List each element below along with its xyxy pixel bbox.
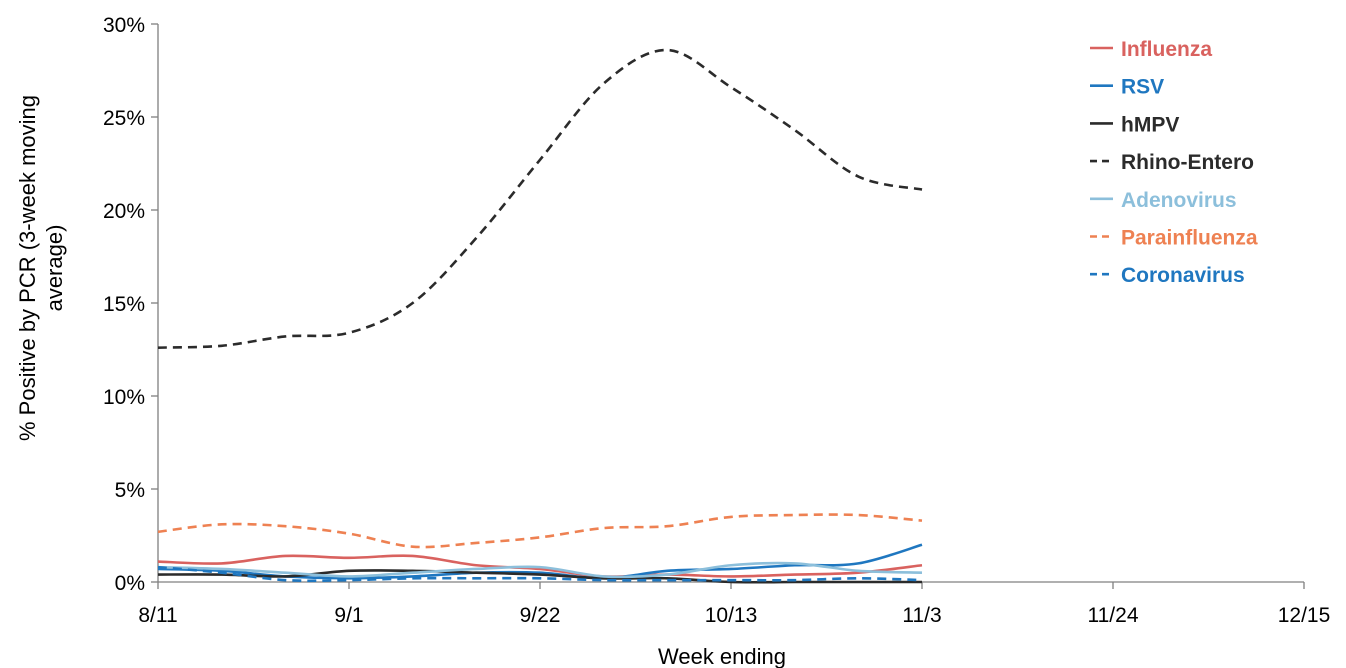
x-tick-label: 8/11 xyxy=(138,604,177,627)
x-tick-label: 11/24 xyxy=(1088,604,1139,627)
y-tick-label: 30% xyxy=(103,14,145,37)
chart-series xyxy=(157,48,923,584)
x-axis-ticks: 8/11 9/1 9/22 10/13 11/3 11/24 12/15 xyxy=(138,582,1330,627)
legend-label: RSV xyxy=(1121,76,1164,99)
series-line-influenza xyxy=(157,554,923,578)
legend-label: Coronavirus xyxy=(1121,264,1245,287)
legend-label: Rhino-Entero xyxy=(1121,151,1254,174)
x-tick-label: 11/3 xyxy=(902,604,941,627)
legend-item-influenza: Influenza xyxy=(1090,38,1212,61)
y-tick-label: 5% xyxy=(115,479,145,502)
y-axis-title-line2: average) xyxy=(42,225,67,312)
y-tick-label: 10% xyxy=(103,386,145,409)
y-axis-title: % Positive by PCR (3-week moving average… xyxy=(15,95,67,441)
x-tick-label: 9/22 xyxy=(520,604,561,627)
series-line-hmpv xyxy=(157,569,922,584)
legend-item-parainfluenza: Parainfluenza xyxy=(1090,227,1258,250)
series-line-rhino-entero xyxy=(157,48,923,349)
legend-label: Parainfluenza xyxy=(1121,227,1258,250)
series-line-parainfluenza xyxy=(157,513,923,549)
series-line-coronavirus xyxy=(157,565,923,583)
legend-item-coronavirus: Coronavirus xyxy=(1090,264,1245,287)
x-tick-label: 10/13 xyxy=(705,604,758,627)
y-axis-ticks: 0% 5% 10% 15% 20% 25% 30% xyxy=(103,14,158,595)
axes xyxy=(157,24,1304,583)
x-tick-label: 9/1 xyxy=(334,604,363,627)
legend-item-hmpv: hMPV xyxy=(1090,113,1179,136)
y-tick-label: 0% xyxy=(115,572,145,595)
y-axis-title-line1: % Positive by PCR (3-week moving xyxy=(15,95,40,441)
series-line-adenovirus xyxy=(157,561,923,579)
x-tick-label: 12/15 xyxy=(1278,604,1331,627)
y-tick-label: 15% xyxy=(103,293,145,316)
legend-label: Adenovirus xyxy=(1121,189,1237,212)
legend-item-rhino-entero: Rhino-Entero xyxy=(1090,151,1254,174)
chart-legend: Influenza RSV hMPV Rhino-Entero Adenovirus Pa… xyxy=(1090,38,1258,287)
legend-label: Influenza xyxy=(1121,38,1212,61)
legend-item-rsv: RSV xyxy=(1090,76,1164,99)
x-axis-title: Week ending xyxy=(658,644,786,668)
y-tick-label: 20% xyxy=(103,200,145,223)
legend-label: hMPV xyxy=(1121,113,1179,136)
legend-item-adenovirus: Adenovirus xyxy=(1090,189,1237,212)
y-tick-label: 25% xyxy=(103,107,145,130)
